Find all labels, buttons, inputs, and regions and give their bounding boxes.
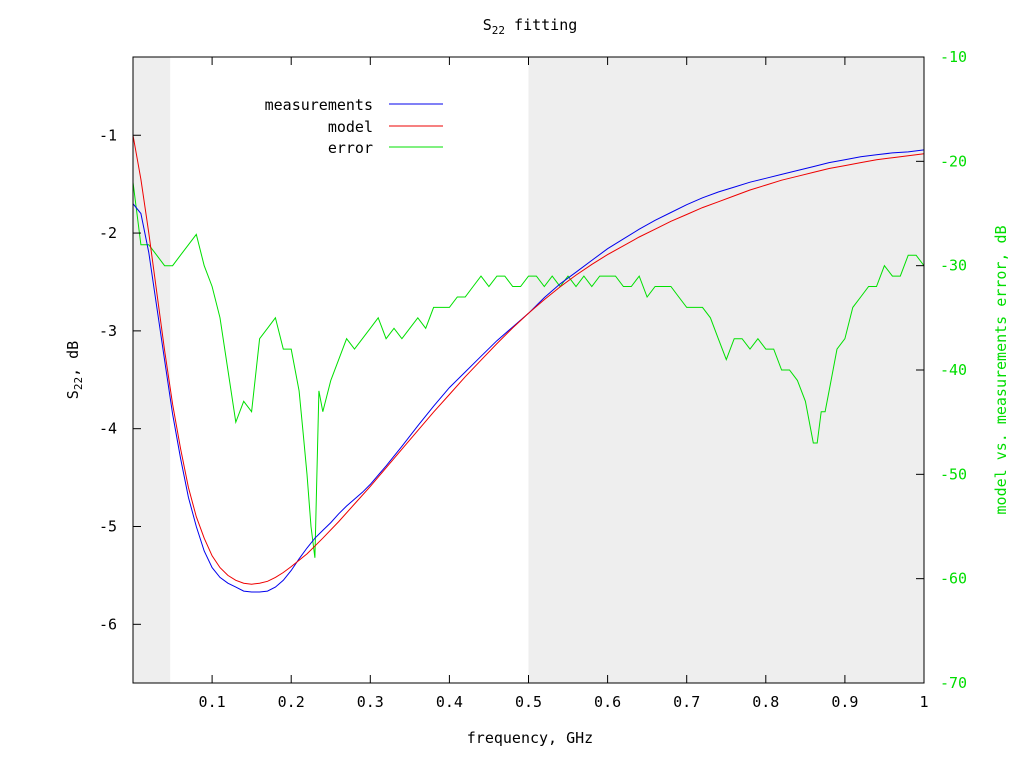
x-tick-label: 0.4 (436, 693, 463, 711)
y2-tick-label: -60 (940, 570, 967, 588)
y-tick-label: -4 (99, 420, 117, 438)
x-tick-label: 0.6 (594, 693, 621, 711)
chart-title-base: S (483, 16, 492, 34)
y-tick-label: -6 (99, 615, 117, 633)
y2-tick-label: -40 (940, 361, 967, 379)
y-axis-label-sub: 22 (72, 377, 85, 390)
legend-label-model: model (328, 118, 373, 136)
series-line-model (132, 135, 925, 585)
series-lines (132, 135, 925, 593)
series-line-measurements (132, 149, 925, 593)
y-tick-label: -3 (99, 322, 117, 340)
x-axis-label: frequency, GHz (467, 729, 593, 747)
y2-tick-label: -20 (940, 152, 967, 170)
y2-tick-label: -50 (940, 465, 967, 483)
shaded-region-0 (133, 57, 171, 683)
y-axis-label-rest: , dB (64, 341, 82, 377)
y2-tick-label: -10 (940, 48, 967, 66)
y-axis-label: S22, dB (64, 341, 85, 399)
y-axis-label-base: S (64, 390, 82, 399)
y2-axis-label: model vs. measurements error, dB (992, 226, 1010, 515)
y2-tick-label: -70 (940, 674, 967, 692)
chart-title-rest: fitting (505, 16, 577, 34)
x-tick-label: 0.9 (831, 693, 858, 711)
x-tick-label: 0.5 (515, 693, 542, 711)
x-tick-label: 1 (919, 693, 928, 711)
legend: measurements model error (265, 96, 443, 157)
y2-tick-label: -30 (940, 257, 967, 275)
x-tick-label: 0.8 (752, 693, 779, 711)
x-tick-label: 0.3 (357, 693, 384, 711)
chart-title: S22 fitting (483, 16, 578, 37)
chart-title-sub: 22 (492, 24, 505, 37)
y-tick-label: -2 (99, 224, 117, 242)
x-tick-label: 0.2 (278, 693, 305, 711)
y-tick-label: -1 (99, 126, 117, 144)
legend-label-measurements: measurements (265, 96, 373, 114)
shaded-region-1 (528, 57, 924, 683)
x-tick-label: 0.7 (673, 693, 700, 711)
shaded-regions (133, 57, 924, 683)
y-tick-label: -5 (99, 518, 117, 536)
legend-label-error: error (328, 139, 373, 157)
x-tick-label: 0.1 (199, 693, 226, 711)
axis-ticks: 0.1 0.2 0.3 0.4 0.5 0.6 0.7 0.8 0.9 1 -6 -5 -4 -3 -2 -1… (99, 48, 967, 711)
series-line-error (132, 182, 925, 558)
